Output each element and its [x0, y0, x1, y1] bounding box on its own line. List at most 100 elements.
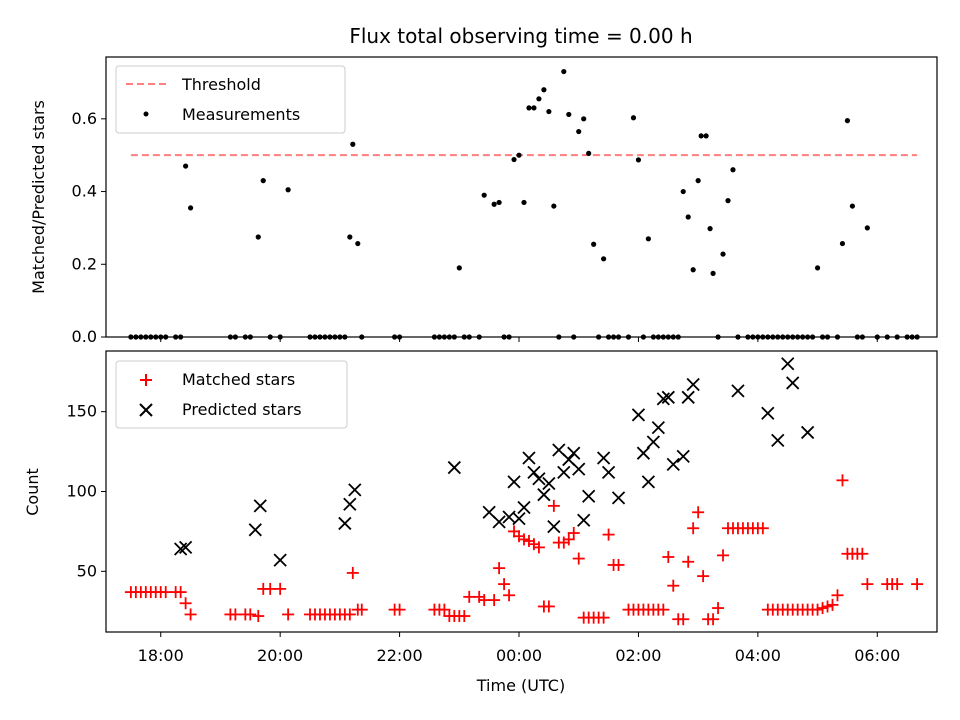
measurement-point: [187, 205, 194, 211]
bottom-y-axis-label: Count: [23, 468, 42, 516]
predicted-star-point: [512, 512, 526, 526]
matched-star-point: [811, 603, 824, 616]
predicted-star-point: [447, 460, 461, 475]
predicted-star-point: [582, 489, 596, 503]
measurement-point: [690, 267, 696, 273]
x-tick-label: 06:00: [854, 646, 900, 665]
top-plot-area: [128, 68, 920, 340]
matched-star-point: [707, 613, 720, 626]
measurement-point: [491, 201, 497, 207]
matched-star-point: [179, 597, 192, 610]
measurement-point: [350, 141, 356, 147]
predicted-star-point: [761, 406, 775, 420]
x-tick-label: 20:00: [257, 646, 303, 665]
predicted-star-point: [527, 465, 541, 479]
matched-star-point: [756, 522, 769, 535]
predicted-star-point: [636, 446, 651, 460]
matched-star-point: [831, 589, 844, 602]
predicted-star-point: [611, 491, 626, 505]
predicted-star-point: [786, 376, 800, 390]
chart-title: Flux total observing time = 0.00 h: [349, 24, 692, 48]
matched-star-point: [891, 578, 904, 591]
matched-star-point: [667, 579, 680, 592]
matched-star-point: [861, 578, 874, 591]
measurement-point: [260, 178, 266, 184]
measurement-point: [849, 203, 856, 209]
measurement-point: [635, 157, 642, 163]
top-ticks: 0.0 0.2 0.4 0.6: [72, 109, 878, 346]
matched-star-point: [662, 550, 675, 563]
measurement-point: [685, 214, 691, 220]
x-tick-label: 18:00: [138, 646, 184, 665]
predicted-star-point: [273, 553, 287, 567]
matched-star-point: [517, 533, 530, 546]
measurement-point: [591, 241, 597, 247]
matched-star-point: [836, 474, 849, 487]
matched-star-point: [682, 555, 695, 568]
measurement-point: [496, 199, 502, 206]
top-axes: 0.0 0.2 0.4 0.6 Matched/Predicted stars Thr…: [29, 56, 938, 346]
predicted-star-point: [646, 435, 661, 449]
predicted-star-point: [666, 457, 680, 471]
measurement-point: [566, 111, 572, 118]
predicted-star-point: [676, 449, 690, 464]
matched-star-point: [355, 603, 368, 616]
matched-star-point: [438, 603, 451, 616]
predicted-star-point: [532, 472, 546, 486]
predicted-star-point: [781, 357, 795, 371]
predicted-star-point: [537, 488, 551, 502]
predicted-star-point: [771, 433, 785, 448]
top-legend-box: [115, 65, 346, 134]
matched-star-point: [532, 541, 545, 554]
predicted-star-point: [542, 476, 556, 491]
matched-star-point: [503, 589, 516, 602]
predicted-star-point: [596, 451, 611, 465]
matched-star-point: [346, 566, 359, 579]
measurement-point: [730, 167, 736, 173]
matched-star-point: [677, 613, 690, 626]
matched-star-point: [252, 610, 265, 623]
measurement-point: [703, 133, 709, 139]
matched-star-point: [488, 594, 501, 607]
predicted-star-point: [577, 513, 591, 527]
predicted-star-point: [547, 519, 561, 534]
legend-threshold-label: Threshold: [181, 75, 261, 94]
predicted-star-point: [507, 475, 521, 489]
bottom-y-tick-label: 100: [66, 482, 97, 501]
matched-star-point: [717, 549, 730, 562]
measurement-point: [586, 150, 592, 156]
predicted-star-point: [686, 377, 700, 392]
measurement-point: [516, 152, 522, 158]
legend-matched-label: Matched stars: [182, 370, 295, 389]
predicted-star-point: [557, 465, 571, 479]
measurement-point: [645, 236, 651, 242]
measurement-point: [725, 198, 731, 204]
measurement-point: [680, 188, 686, 195]
bottom-legend: Matched stars Predicted stars: [115, 360, 348, 429]
measurement-point: [285, 187, 291, 193]
matched-star-point: [493, 562, 506, 575]
measurement-point: [255, 234, 261, 240]
matched-star-point: [282, 608, 295, 621]
legend-predicted-marker: [139, 403, 153, 417]
measurement-point: [844, 118, 851, 124]
predicted-star-point: [178, 540, 193, 555]
matched-star-point: [458, 610, 471, 623]
x-tick-label: 04:00: [735, 646, 781, 665]
predicted-star-point: [731, 384, 745, 398]
measurement-point: [481, 192, 487, 198]
matched-star-point: [697, 570, 710, 583]
predicted-star-point: [522, 451, 536, 465]
measurement-point: [521, 199, 527, 206]
predicted-star-point: [681, 390, 695, 404]
top-y-tick-label: 0.6: [72, 109, 97, 128]
x-tick-label: 22:00: [377, 646, 423, 665]
measurement-point: [536, 96, 542, 102]
predicted-star-point: [492, 515, 506, 529]
bottom-y-tick-label: 150: [66, 402, 97, 421]
measurement-point: [183, 163, 189, 169]
measurement-point: [576, 128, 582, 135]
measurement-point: [561, 68, 567, 75]
measurement-point: [864, 225, 870, 231]
predicted-star-point: [651, 420, 665, 435]
